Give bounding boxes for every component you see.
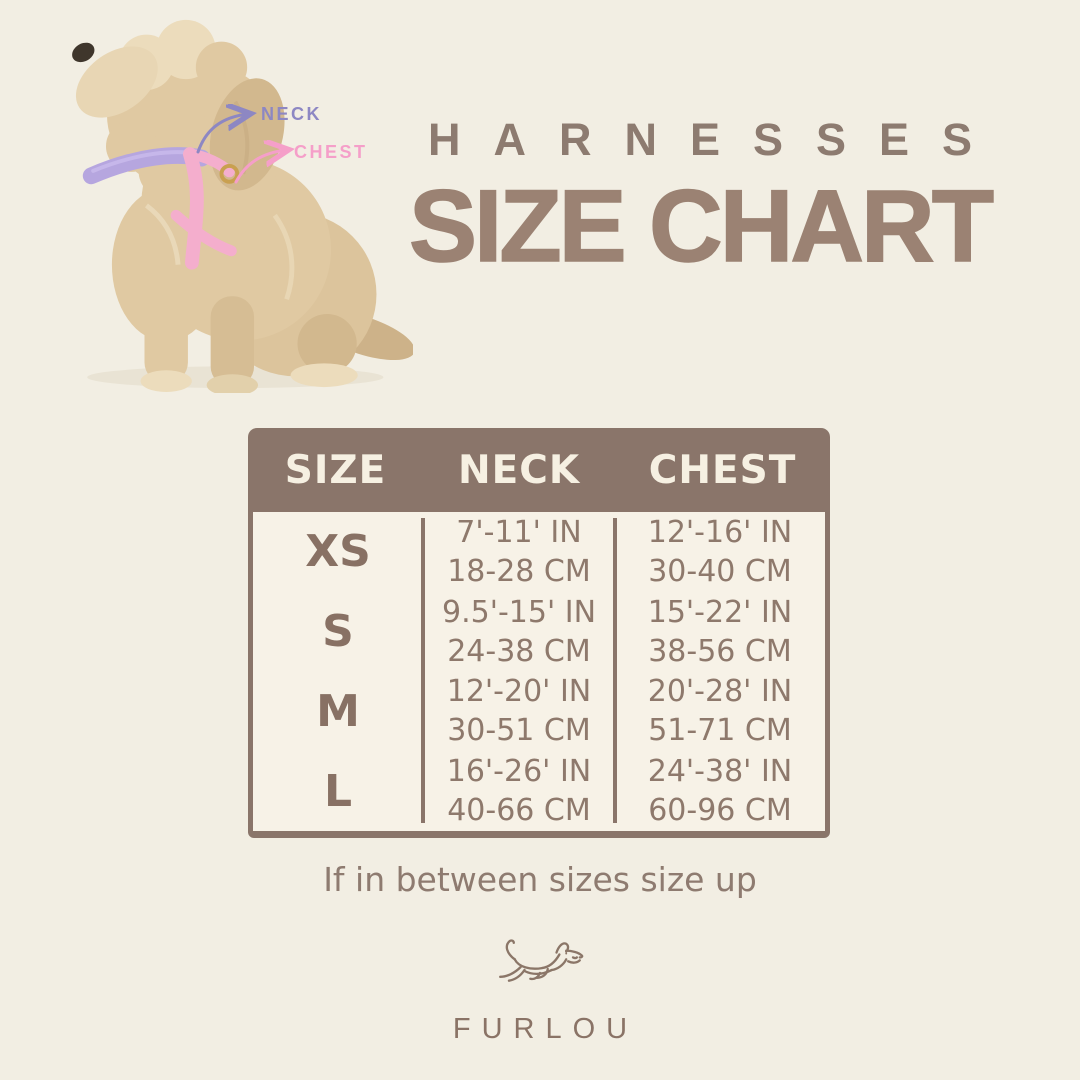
dog-haunch-fluff	[297, 314, 357, 374]
table-row-s: S 9.5'-15' IN 24-38 CM 15'-22' IN 38-56 …	[253, 592, 825, 672]
sizing-note: If in between sizes size up	[323, 860, 757, 899]
column-divider	[613, 518, 617, 823]
chest-range-cm: 38-56 CM	[648, 633, 792, 669]
neck-range: 16'-26' IN 40-66 CM	[423, 752, 615, 830]
neck-arrow-icon	[196, 114, 248, 154]
table-row-m: M 12'-20' IN 30-51 CM 20'-28' IN 51-71 C…	[253, 672, 825, 752]
furlou-dog-logo-icon	[499, 939, 584, 982]
annotation-arrows	[196, 85, 350, 184]
size-value: M	[316, 685, 360, 737]
neck-range: 7'-11' IN 18-28 CM	[423, 513, 615, 591]
dog-paw-near	[140, 370, 192, 393]
neck-range-in: 7'-11' IN	[456, 514, 582, 550]
gold-ring	[219, 163, 240, 184]
page-title: SIZE CHART	[408, 169, 995, 283]
fur-stroke	[144, 203, 181, 265]
size-table: SIZE NECK CHEST XS 7'-11' IN 18-28 CM 12…	[248, 428, 830, 838]
title-block: HARNESSES SIZE CHART	[400, 114, 1000, 283]
pink-harness-back-strap	[184, 148, 235, 178]
dog-nose	[72, 42, 95, 63]
chest-range-in: 24'-38' IN	[647, 754, 793, 790]
dog-paw-far	[206, 374, 259, 393]
chest-arrow-icon	[234, 150, 286, 184]
brand-footer: FURLOU	[0, 938, 1080, 1046]
neck-annotation-label: NECK	[261, 104, 323, 124]
chest-range: 24'-38' IN 60-96 CM	[615, 752, 825, 830]
chest-range-in: 15'-22' IN	[647, 594, 793, 630]
size-value: L	[323, 765, 353, 817]
fur-stroke	[272, 213, 295, 300]
chest-range: 15'-22' IN 38-56 CM	[615, 593, 825, 671]
neck-range-in: 16'-26' IN	[446, 754, 592, 790]
chest-range: 12'-16' IN 30-40 CM	[615, 513, 825, 591]
table-row-l: L 16'-26' IN 40-66 CM 24'-38' IN 60-96 C…	[253, 751, 825, 831]
column-divider	[421, 518, 425, 823]
chest-range-in: 12'-16' IN	[647, 514, 793, 550]
size-value: S	[322, 606, 354, 658]
neck-range-in: 12'-20' IN	[446, 674, 592, 710]
table-header-row: SIZE NECK CHEST	[248, 428, 830, 512]
pink-harness-girth-strap	[182, 147, 204, 270]
neck-range: 9.5'-15' IN 24-38 CM	[423, 593, 615, 671]
neck-range-cm: 18-28 CM	[447, 553, 591, 589]
dog-photo	[72, 19, 413, 393]
pink-harness-chest-strap	[170, 209, 237, 257]
chest-range-in: 20'-28' IN	[647, 674, 793, 710]
table-body: XS 7'-11' IN 18-28 CM 12'-16' IN 30-40 C…	[248, 512, 830, 838]
dog-hind-paw	[290, 363, 358, 388]
chest-range-cm: 51-71 CM	[648, 713, 792, 749]
dog-muzzle	[75, 46, 158, 118]
neck-range-cm: 30-51 CM	[447, 713, 591, 749]
chest-range: 20'-28' IN 51-71 CM	[615, 672, 825, 750]
column-header-size: SIZE	[284, 447, 387, 493]
neck-range: 12'-20' IN 30-51 CM	[423, 672, 615, 750]
size-value: XS	[305, 526, 371, 578]
table-row-xs: XS 7'-11' IN 18-28 CM 12'-16' IN 30-40 C…	[253, 512, 825, 592]
chest-range-cm: 30-40 CM	[648, 553, 792, 589]
neck-range-cm: 40-66 CM	[447, 793, 591, 829]
dog-front-leg-far	[210, 296, 255, 388]
category-title: HARNESSES	[427, 114, 1006, 165]
neck-range-cm: 24-38 CM	[447, 633, 591, 669]
column-header-chest: CHEST	[648, 447, 797, 493]
chest-annotation-label: CHEST	[294, 142, 368, 162]
column-header-neck: NECK	[457, 447, 581, 493]
brand-wordmark: FURLOU	[452, 1013, 639, 1045]
neck-range-in: 9.5'-15' IN	[441, 594, 597, 630]
dog-front-leg-near	[144, 284, 188, 384]
chest-range-cm: 60-96 CM	[648, 793, 792, 829]
